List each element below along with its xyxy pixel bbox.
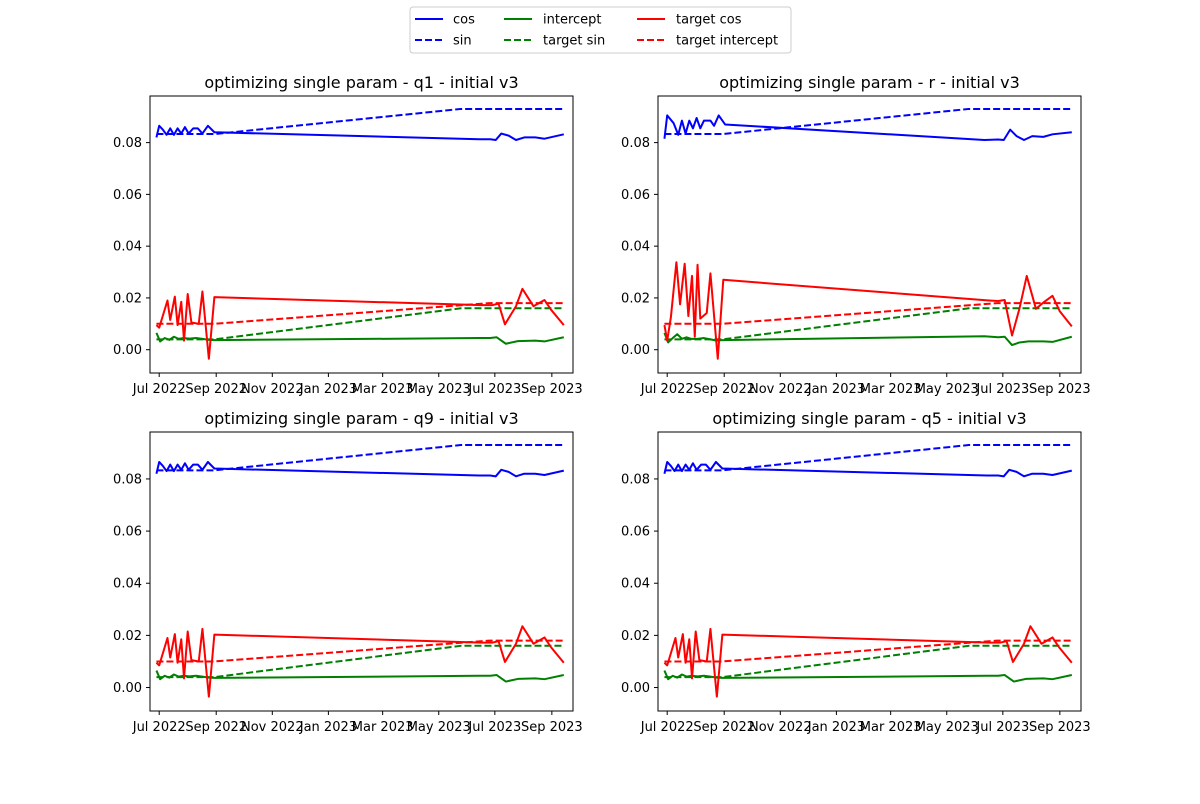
x-tick-label: Jan 2023 — [299, 382, 357, 397]
x-tick-label: May 2023 — [915, 720, 979, 735]
legend-entry-intercept: intercept — [504, 13, 602, 28]
x-tick-label: Jul 2023 — [975, 720, 1029, 735]
x-tick-label: Mar 2023 — [860, 382, 922, 397]
x-tick-label: Jul 2023 — [467, 382, 521, 397]
series-line-target-intercept — [156, 639, 564, 663]
y-tick-label: 0.02 — [113, 291, 142, 306]
legend-label-target-intercept: target intercept — [676, 34, 778, 49]
y-tick-label: 0.00 — [113, 681, 142, 696]
legend-label-target-cos: target cos — [676, 13, 742, 28]
legend-entry-target-sin: target sin — [504, 34, 605, 49]
series-line-sin — [664, 444, 1072, 472]
axes-frame — [149, 95, 574, 374]
y-tick-label: 0.04 — [621, 577, 650, 592]
x-tick-label: Jul 2023 — [467, 720, 521, 735]
x-tick-label: Jul 2023 — [975, 382, 1029, 397]
legend-label-intercept: intercept — [543, 13, 602, 28]
series-line-target-cos — [663, 625, 1073, 698]
legend-entry-cos: cos — [415, 13, 475, 28]
y-tick-label: 0.02 — [113, 629, 142, 644]
y-tick-label: 0.06 — [113, 188, 142, 203]
y-tick-label: 0.04 — [113, 577, 142, 592]
x-tick-label: May 2023 — [915, 382, 979, 397]
y-tick-label: 0.08 — [621, 136, 650, 151]
legend-label-sin: sin — [453, 34, 472, 49]
x-tick-label: Nov 2022 — [241, 382, 304, 397]
y-tick-label: 0.08 — [621, 472, 650, 487]
subplot-q9: optimizing single param - q9 - initial v… — [113, 409, 583, 735]
y-tick-label: 0.00 — [621, 681, 650, 696]
x-tick-label: Jan 2023 — [299, 720, 357, 735]
x-tick-label: Sep 2022 — [693, 382, 755, 397]
x-tick-label: Sep 2022 — [693, 720, 755, 735]
x-tick-label: Sep 2022 — [185, 720, 247, 735]
subplot-q1: optimizing single param - q1 - initial v… — [113, 73, 583, 397]
series-line-sin — [156, 444, 564, 472]
y-tick-label: 0.04 — [113, 240, 142, 255]
chart-title: optimizing single param - q5 - initial v… — [712, 409, 1026, 428]
x-tick-label: Sep 2023 — [521, 382, 583, 397]
y-tick-label: 0.06 — [113, 525, 142, 540]
series-line-target-sin — [156, 307, 564, 341]
series-line-target-intercept — [156, 302, 564, 325]
y-tick-label: 0.06 — [621, 188, 650, 203]
x-tick-label: Jul 2022 — [640, 720, 694, 735]
chart-title: optimizing single param - r - initial v3 — [719, 73, 1020, 92]
axes-frame — [657, 95, 1082, 374]
x-tick-label: May 2023 — [407, 382, 471, 397]
x-tick-label: May 2023 — [407, 720, 471, 735]
x-tick-label: Jul 2022 — [640, 382, 694, 397]
axes-frame — [657, 431, 1082, 712]
series-line-sin — [156, 107, 564, 136]
series-line-target-sin — [156, 644, 564, 679]
x-tick-label: Jul 2022 — [132, 720, 186, 735]
y-tick-label: 0.02 — [621, 291, 650, 306]
series-line-target-cos — [155, 287, 565, 360]
x-tick-label: Nov 2022 — [749, 382, 812, 397]
y-tick-label: 0.00 — [621, 343, 650, 358]
series-line-target-intercept — [664, 302, 1072, 325]
legend-label-cos: cos — [453, 13, 475, 28]
x-tick-label: Jul 2022 — [132, 382, 186, 397]
x-tick-label: Mar 2023 — [352, 382, 414, 397]
y-tick-label: 0.00 — [113, 343, 142, 358]
series-line-target-sin — [664, 644, 1072, 679]
x-tick-label: Mar 2023 — [352, 720, 414, 735]
x-tick-label: Jan 2023 — [807, 382, 865, 397]
x-tick-label: Nov 2022 — [749, 720, 812, 735]
chart-title: optimizing single param - q9 - initial v… — [204, 409, 518, 428]
legend-entry-target-cos: target cos — [637, 13, 742, 28]
x-tick-label: Jan 2023 — [807, 720, 865, 735]
series-line-target-cos — [155, 625, 565, 698]
series-line-target-sin — [664, 307, 1072, 341]
series-line-cos — [663, 114, 1072, 142]
y-tick-label: 0.04 — [621, 240, 650, 255]
axes-frame — [149, 431, 574, 712]
chart-title: optimizing single param - q1 - initial v… — [204, 73, 518, 92]
y-tick-label: 0.08 — [113, 472, 142, 487]
y-tick-label: 0.08 — [113, 136, 142, 151]
x-tick-label: Sep 2022 — [185, 382, 247, 397]
y-tick-label: 0.02 — [621, 629, 650, 644]
legend: cos sin intercept target sin target cos … — [409, 6, 792, 54]
legend-entry-sin: sin — [415, 34, 472, 49]
subplot-q5: optimizing single param - q5 - initial v… — [621, 409, 1091, 735]
series-line-sin — [664, 107, 1072, 136]
legend-entry-target-intercept: target intercept — [637, 34, 778, 49]
y-tick-label: 0.06 — [621, 525, 650, 540]
x-tick-label: Sep 2023 — [521, 720, 583, 735]
series-line-target-intercept — [664, 639, 1072, 663]
x-tick-label: Mar 2023 — [860, 720, 922, 735]
x-tick-label: Nov 2022 — [241, 720, 304, 735]
legend-label-target-sin: target sin — [543, 34, 605, 49]
x-tick-label: Sep 2023 — [1029, 382, 1091, 397]
x-tick-label: Sep 2023 — [1029, 720, 1091, 735]
subplot-r: optimizing single param - r - initial v3… — [621, 73, 1091, 397]
